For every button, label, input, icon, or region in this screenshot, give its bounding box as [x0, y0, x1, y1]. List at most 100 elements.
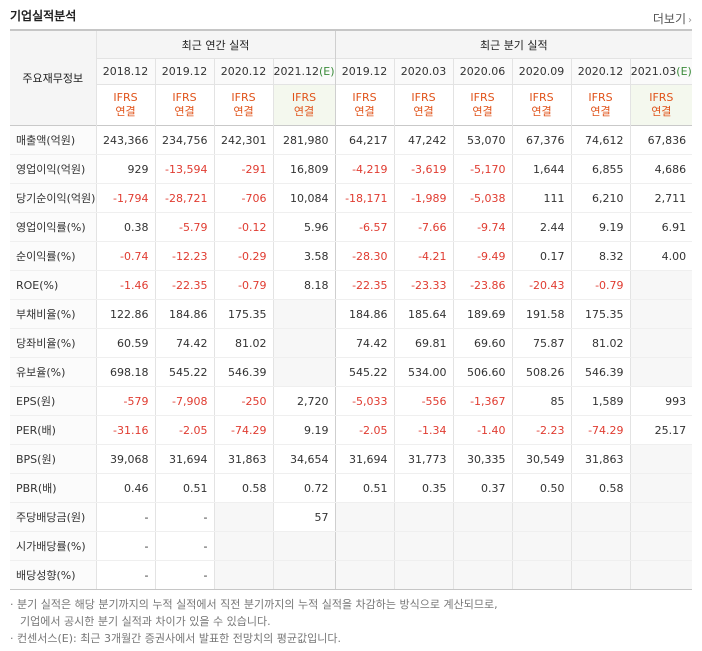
value-cell: 10,084: [272, 183, 336, 213]
row-label: 당기순이익(억원): [10, 183, 96, 213]
value-cell: 545.22: [154, 357, 214, 387]
value-cell: -28.30: [334, 241, 395, 271]
value-cell: 74,612: [570, 125, 631, 155]
value-cell: -4.21: [393, 241, 454, 271]
table-row: 매출액(억원) 243,366 234,756 242,301 281,980 64,21…: [10, 125, 693, 155]
period-header: 2019.12: [154, 58, 214, 85]
value-cell: -0.74: [95, 241, 155, 271]
value-cell: 31,694: [334, 444, 395, 474]
value-cell: 4.00: [629, 241, 693, 271]
value-cell: -4,219: [334, 154, 395, 184]
footnote-2: 기업에서 공시한 분기 실적과 차이가 있을 수 있습니다.: [20, 615, 271, 628]
value-cell: [272, 357, 336, 387]
value-cell: 31,694: [154, 444, 214, 474]
quarter-header: 최근 분기 실적: [334, 29, 693, 59]
value-cell: 31,863: [570, 444, 631, 474]
estimate-marker: (E): [676, 65, 692, 78]
value-cell: -28,721: [154, 183, 214, 213]
annual-header: 최근 연간 실적: [95, 29, 336, 59]
value-cell: 85: [511, 386, 572, 416]
value-cell: 0.35: [393, 473, 454, 503]
value-cell: -7,908: [154, 386, 214, 416]
value-cell: 53,070: [452, 125, 513, 155]
period-header: 2020.09: [511, 58, 572, 85]
ifrs-label: IFRS 연결: [570, 84, 631, 126]
table-row: 영업이익(억원) 929 -13,594 -291 16,809 -4,219 -3,619…: [10, 154, 693, 184]
value-cell: [213, 560, 273, 590]
value-cell: 25.17: [629, 415, 693, 445]
value-cell: [629, 328, 693, 358]
value-cell: [452, 502, 513, 532]
value-cell: -579: [95, 386, 155, 416]
chevron-right-icon: ›: [688, 15, 692, 26]
value-cell: -5,033: [334, 386, 395, 416]
value-cell: 6,210: [570, 183, 631, 213]
value-cell: -2.23: [511, 415, 572, 445]
table-row: 순이익률(%) -0.74 -12.23 -0.29 3.58 -28.30 -4.21 -9…: [10, 241, 693, 271]
value-cell: 191.58: [511, 299, 572, 329]
value-cell: [272, 531, 336, 561]
value-cell: 31,863: [213, 444, 273, 474]
value-cell: -22.35: [154, 270, 214, 300]
value-cell: [452, 560, 513, 590]
value-cell: -74.29: [213, 415, 273, 445]
value-cell: 546.39: [570, 357, 631, 387]
value-cell: 242,301: [213, 125, 273, 155]
estimate-marker: (E): [319, 65, 335, 78]
value-cell: 184.86: [334, 299, 395, 329]
table-row: 배당성향(%) - -: [10, 560, 693, 590]
value-cell: -0.79: [570, 270, 631, 300]
more-link[interactable]: 더보기 ›: [653, 10, 692, 27]
table-row: 주당배당금(원) - -57: [10, 502, 693, 532]
value-cell: 0.50: [511, 473, 572, 503]
ifrs-label: IFRS 연결: [629, 84, 693, 126]
value-cell: [570, 502, 631, 532]
value-cell: [393, 560, 454, 590]
value-cell: 4,686: [629, 154, 693, 184]
value-cell: 74.42: [334, 328, 395, 358]
value-cell: 69.81: [393, 328, 454, 358]
row-label: ROE(%): [10, 270, 96, 300]
row-label: 순이익률(%): [10, 241, 96, 271]
value-cell: [272, 560, 336, 590]
period-header: 2021.12(E): [272, 58, 336, 85]
value-cell: -20.43: [511, 270, 572, 300]
value-cell: 64,217: [334, 125, 395, 155]
ifrs-label: IFRS 연결: [452, 84, 513, 126]
row-label: 배당성향(%): [10, 560, 96, 590]
value-cell: [629, 357, 693, 387]
ifrs-label: IFRS 연결: [393, 84, 454, 126]
ifrs-label: IFRS 연결: [272, 84, 336, 126]
value-cell: -: [95, 502, 155, 532]
row-label: 부채비율(%): [10, 299, 96, 329]
table-row: BPS(원) 39,068 31,694 31,863 34,654 31,694 31,7…: [10, 444, 693, 474]
value-cell: 243,366: [95, 125, 155, 155]
value-cell: 122.86: [95, 299, 155, 329]
value-cell: 0.37: [452, 473, 513, 503]
value-cell: 81.02: [213, 328, 273, 358]
value-cell: -7.66: [393, 212, 454, 242]
value-cell: -556: [393, 386, 454, 416]
value-cell: [393, 502, 454, 532]
value-cell: [272, 328, 336, 358]
value-cell: 67,836: [629, 125, 693, 155]
value-cell: -2.05: [154, 415, 214, 445]
value-cell: [629, 473, 693, 503]
value-cell: -0.12: [213, 212, 273, 242]
value-cell: 3.58: [272, 241, 336, 271]
value-cell: 60.59: [95, 328, 155, 358]
value-cell: -: [154, 502, 214, 532]
value-cell: 545.22: [334, 357, 395, 387]
ifrs-label: IFRS 연결: [154, 84, 214, 126]
value-cell: -1.34: [393, 415, 454, 445]
value-cell: -706: [213, 183, 273, 213]
value-cell: [629, 502, 693, 532]
value-cell: -13,594: [154, 154, 214, 184]
financial-table: 주요재무정보 최근 연간 실적 최근 분기 실적 2018.12 2019.12 2…: [10, 29, 693, 590]
value-cell: [511, 502, 572, 532]
period-header: 2020.06: [452, 58, 513, 85]
row-label: 주당배당금(원): [10, 502, 96, 532]
value-cell: 0.17: [511, 241, 572, 271]
table-row: 당좌비율(%) 60.59 74.42 81.02 74.42 69.81 69.60 75.…: [10, 328, 693, 358]
value-cell: 30,335: [452, 444, 513, 474]
